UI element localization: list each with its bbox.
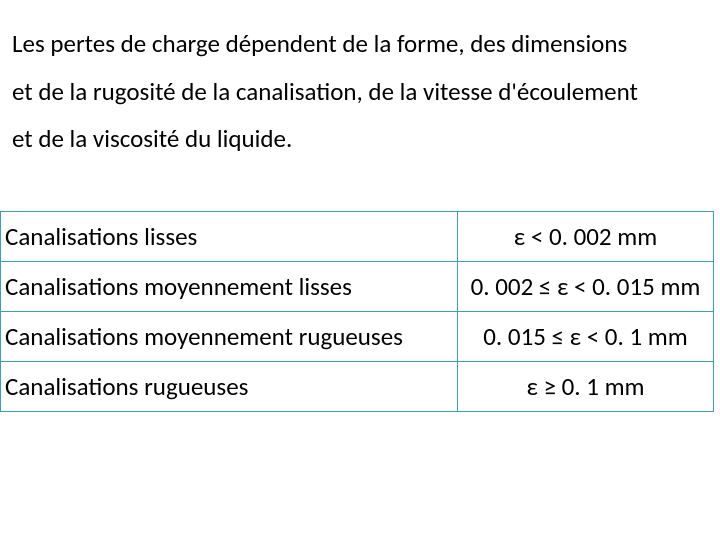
pipe-type-cell: Canalisations lisses [1,211,458,261]
intro-line-1: Les pertes de charge dépendent de la for… [12,28,627,59]
roughness-table: Canalisations lisses ε < 0. 002 mm Canal… [0,211,714,412]
pipe-type-cell: Canalisations rugueuses [1,361,458,411]
table-row: Canalisations lisses ε < 0. 002 mm [1,211,714,261]
table-row: Canalisations rugueuses ε ≥ 0. 1 mm [1,361,714,411]
pipe-type-cell: Canalisations moyennement lisses [1,261,458,311]
roughness-cell: ε ≥ 0. 1 mm [458,361,714,411]
pipe-type-cell: Canalisations moyennement rugueuses [1,311,458,361]
roughness-table-container: Canalisations lisses ε < 0. 002 mm Canal… [0,163,720,412]
intro-line-3: et de la viscosité du liquide. [12,123,292,154]
table-row: Canalisations moyennement lisses 0. 002 … [1,261,714,311]
roughness-cell: 0. 015 ≤ ε < 0. 1 mm [458,311,714,361]
table-row: Canalisations moyennement rugueuses 0. 0… [1,311,714,361]
roughness-cell: ε < 0. 002 mm [458,211,714,261]
intro-line-2: et de la rugosité de la canalisation, de… [12,76,638,107]
intro-paragraph: Les pertes de charge dépendent de la for… [0,0,720,163]
roughness-cell: 0. 002 ≤ ε < 0. 015 mm [458,261,714,311]
